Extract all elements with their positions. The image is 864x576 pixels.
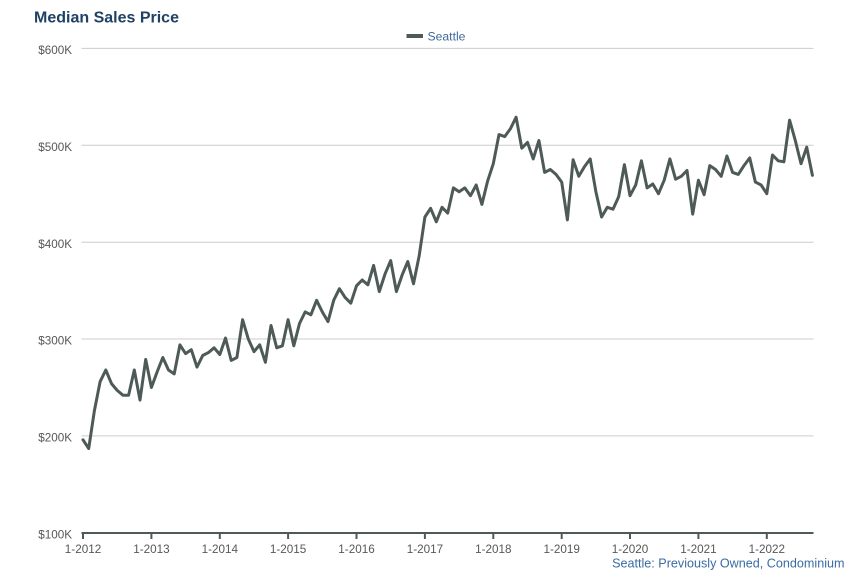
- svg-text:1-2019: 1-2019: [543, 543, 579, 556]
- svg-text:1-2014: 1-2014: [202, 543, 239, 556]
- svg-text:1-2017: 1-2017: [407, 543, 443, 556]
- svg-text:Seattle: Previously Owned, Con: Seattle: Previously Owned, Condominium: [612, 557, 844, 571]
- svg-text:Seattle: Seattle: [428, 29, 466, 43]
- svg-text:$600K: $600K: [38, 44, 72, 57]
- svg-text:$200K: $200K: [38, 432, 72, 445]
- svg-text:1-2015: 1-2015: [270, 543, 307, 556]
- svg-text:1-2016: 1-2016: [338, 543, 374, 556]
- svg-text:1-2020: 1-2020: [612, 543, 649, 556]
- svg-text:$300K: $300K: [38, 335, 72, 348]
- svg-text:$500K: $500K: [38, 141, 72, 154]
- svg-text:$400K: $400K: [38, 238, 72, 251]
- svg-text:1-2018: 1-2018: [475, 543, 511, 556]
- svg-text:1-2022: 1-2022: [749, 543, 785, 556]
- svg-text:Median Sales Price: Median Sales Price: [34, 10, 179, 27]
- svg-text:1-2021: 1-2021: [680, 543, 716, 556]
- svg-text:$100K: $100K: [38, 529, 72, 542]
- svg-text:1-2012: 1-2012: [65, 543, 101, 556]
- svg-text:1-2013: 1-2013: [133, 543, 169, 556]
